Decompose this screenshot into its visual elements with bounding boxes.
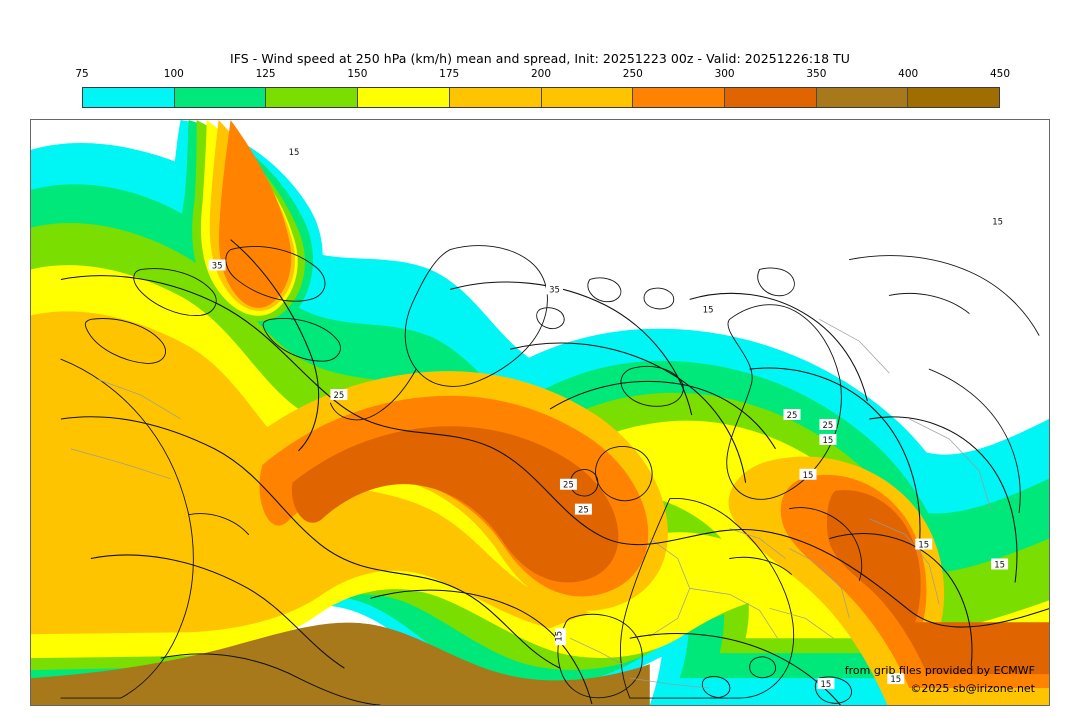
svg-text:15: 15 — [821, 679, 832, 689]
svg-text:25: 25 — [334, 390, 345, 400]
page-title: IFS - Wind speed at 250 hPa (km/h) mean … — [230, 51, 850, 66]
colorbar-segment-300-350 — [724, 88, 817, 107]
contour-label-25-b: 25 — [559, 478, 577, 490]
colorbar-segment-75-100 — [83, 88, 175, 107]
contour-label-15-i: 15 — [887, 673, 905, 684]
svg-text:15: 15 — [703, 304, 714, 314]
contour-label-25-c: 25 — [783, 409, 801, 420]
contour-label-15-d: 15 — [819, 433, 837, 445]
contour-label-25-d: 25 — [819, 418, 837, 430]
colorbar-segment-100-125 — [174, 88, 267, 107]
wind-speed-contour-map[interactable]: 35 35 25 25 — [31, 120, 1049, 705]
colorbar-segment-125-150 — [266, 88, 359, 107]
spread-contours — [60, 239, 1049, 705]
band-350-400 — [31, 622, 650, 705]
contour-label-15-c: 15 — [699, 303, 717, 314]
colorbar-tick-250: 250 — [622, 68, 643, 80]
colorbar-tick-200: 200 — [530, 68, 552, 80]
band-300-350 — [291, 426, 619, 583]
colorbar-segment-175-200 — [449, 88, 542, 107]
colorbar-tick-350: 350 — [806, 68, 827, 80]
contour-label-15-j: 15 — [817, 678, 835, 689]
colorbar-segment-400-450 — [908, 88, 1000, 107]
svg-text:15: 15 — [553, 631, 563, 642]
svg-text:15: 15 — [289, 147, 300, 157]
svg-text:15: 15 — [890, 674, 901, 684]
colorbar-tick-400: 400 — [898, 68, 919, 80]
colorbar-tick-300: 300 — [714, 68, 735, 80]
band-300-350-e — [826, 490, 1049, 675]
contour-label-15-f: 15 — [915, 538, 933, 550]
svg-text:15: 15 — [918, 540, 929, 550]
contour-labels: 35 35 25 25 — [208, 145, 1009, 689]
svg-text:15: 15 — [992, 217, 1003, 227]
colorbar-tick-100: 100 — [163, 68, 184, 80]
contour-label-15-b: 15 — [989, 215, 1007, 227]
contour-label-35-b: 35 — [208, 259, 226, 270]
svg-text:25: 25 — [563, 480, 574, 490]
contour-label-25-e: 25 — [574, 503, 592, 515]
contour-label-15-g: 15 — [991, 558, 1009, 569]
colorbar: 75 100 125 150 175 200 250 300 350 400 4… — [75, 68, 1010, 110]
colorbar-segment-250-300 — [633, 88, 725, 107]
colorbar-tick-175: 175 — [439, 68, 460, 80]
contour-label-35: 35 — [545, 283, 563, 294]
contour-label-15-h: 15 — [553, 628, 566, 646]
svg-text:35: 35 — [212, 260, 223, 270]
svg-text:25: 25 — [823, 420, 834, 430]
colorbar-gradient-strip — [82, 87, 1000, 108]
colorbar-segment-150-175 — [358, 88, 450, 107]
svg-text:15: 15 — [994, 559, 1005, 569]
svg-text:15: 15 — [803, 470, 814, 480]
contour-label-15-e: 15 — [799, 468, 817, 480]
map-frame[interactable]: 35 35 25 25 — [30, 119, 1050, 706]
colorbar-tick-150: 150 — [347, 68, 368, 80]
svg-text:35: 35 — [549, 284, 560, 294]
contour-label-25: 25 — [330, 389, 348, 400]
colorbar-tick-labels: 75 100 125 150 175 200 250 300 350 400 4… — [75, 68, 1010, 84]
colorbar-segment-200-250 — [541, 88, 634, 107]
colorbar-segment-350-400 — [816, 88, 909, 107]
political-borders — [70, 319, 992, 689]
svg-text:25: 25 — [787, 410, 798, 420]
svg-text:25: 25 — [578, 505, 589, 515]
colorbar-tick-125: 125 — [255, 68, 276, 80]
colorbar-tick-75: 75 — [75, 68, 89, 80]
colorbar-tick-450: 450 — [989, 68, 1011, 80]
band-250-300-nw — [218, 120, 292, 308]
contour-label-15: 15 — [285, 145, 303, 157]
svg-text:15: 15 — [823, 435, 834, 445]
